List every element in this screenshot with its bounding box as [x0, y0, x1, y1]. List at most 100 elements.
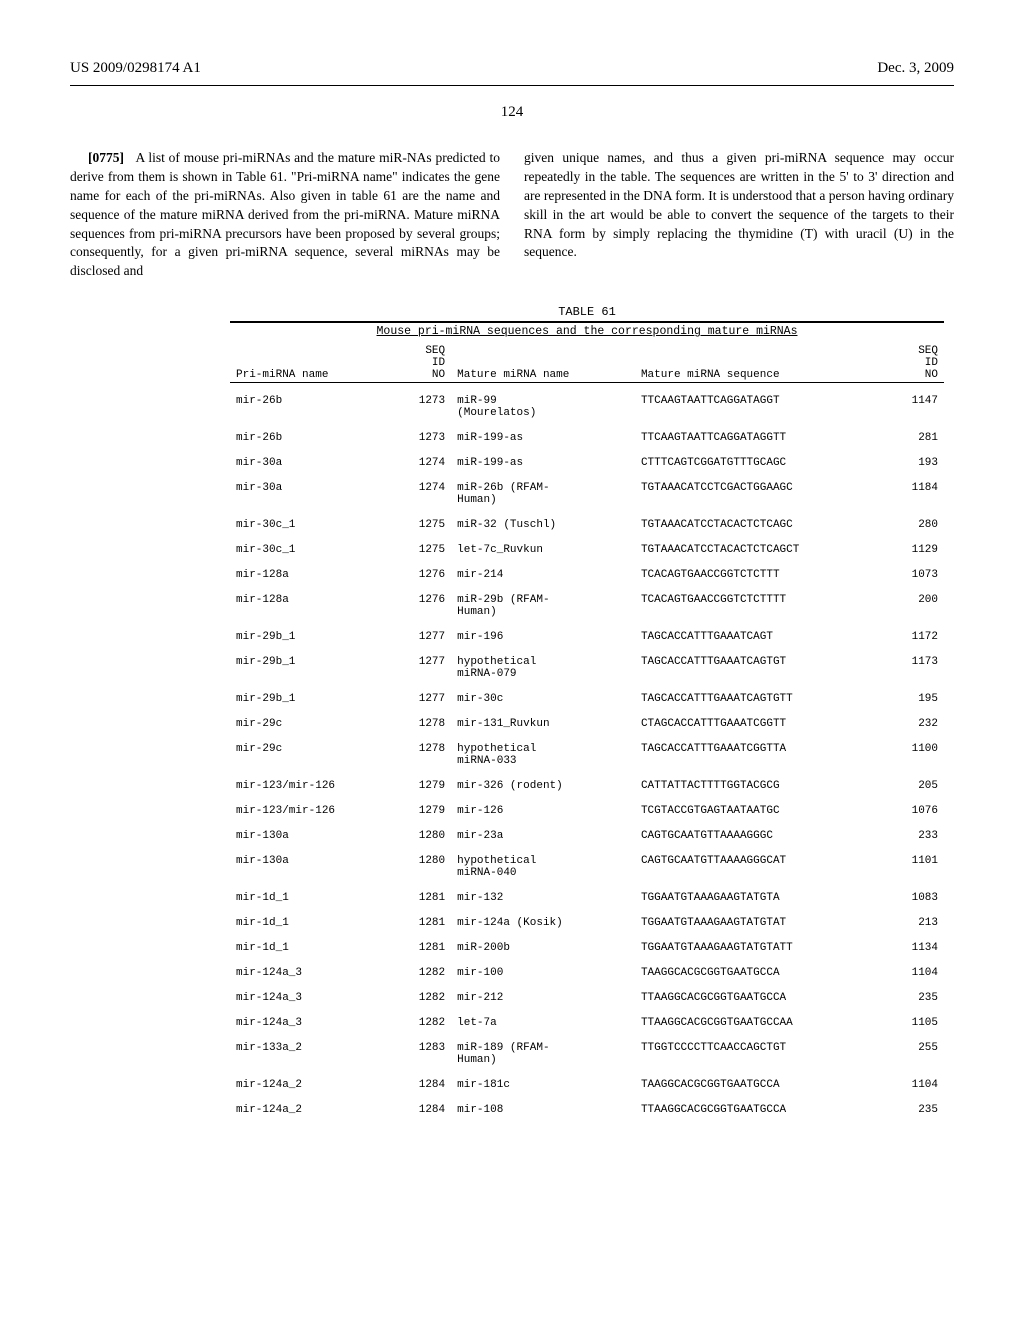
- cell-matseq: TGTAAACATCCTACACTCTCAGC: [635, 507, 887, 532]
- cell-matseq: TTCAAGTAATTCAGGATAGGTT: [635, 420, 887, 445]
- table-row: mir-124a_21284mir-108TTAAGGCACGCGGTGAATG…: [230, 1092, 944, 1117]
- cell-matseq: TAGCACCATTTGAAATCAGTGTT: [635, 681, 887, 706]
- cell-pri: mir-29b_1: [230, 619, 394, 644]
- cell-seq1: 1275: [394, 507, 451, 532]
- table-row: mir-124a_31282mir-100TAAGGCACGCGGTGAATGC…: [230, 955, 944, 980]
- cell-matseq: CTTTCAGTCGGATGTTTGCAGC: [635, 445, 887, 470]
- cell-pri: mir-130a: [230, 843, 394, 880]
- cell-seq2: 1083: [887, 880, 944, 905]
- cell-pri: mir-133a_2: [230, 1030, 394, 1067]
- cell-matseq: TTAAGGCACGCGGTGAATGCCA: [635, 1092, 887, 1117]
- cell-mature: mir-30c: [451, 681, 635, 706]
- cell-matseq: TTAAGGCACGCGGTGAATGCCAA: [635, 1005, 887, 1030]
- cell-pri: mir-124a_3: [230, 980, 394, 1005]
- cell-pri: mir-123/mir-126: [230, 768, 394, 793]
- col-header-matseq: Mature miRNA sequence: [635, 344, 887, 383]
- col-header-seq2: SEQ ID NO: [887, 344, 944, 383]
- cell-seq1: 1274: [394, 445, 451, 470]
- cell-mature: mir-196: [451, 619, 635, 644]
- cell-pri: mir-124a_3: [230, 1005, 394, 1030]
- cell-mature: miR-32 (Tuschl): [451, 507, 635, 532]
- cell-pri: mir-128a: [230, 557, 394, 582]
- cell-seq1: 1283: [394, 1030, 451, 1067]
- table-header-row: Pri-miRNA name SEQ ID NO Mature miRNA na…: [230, 344, 944, 383]
- cell-seq2: 233: [887, 818, 944, 843]
- cell-seq1: 1281: [394, 930, 451, 955]
- cell-mature: hypothetical miRNA-040: [451, 843, 635, 880]
- cell-mature: miR-99 (Mourelatos): [451, 383, 635, 421]
- cell-matseq: TAAGGCACGCGGTGAATGCCA: [635, 1067, 887, 1092]
- cell-mature: hypothetical miRNA-079: [451, 644, 635, 681]
- cell-seq1: 1276: [394, 557, 451, 582]
- cell-seq1: 1282: [394, 955, 451, 980]
- cell-seq1: 1278: [394, 731, 451, 768]
- paragraph-right-text: given unique names, and thus a given pri…: [524, 149, 954, 262]
- cell-seq2: 1147: [887, 383, 944, 421]
- cell-seq2: 1104: [887, 1067, 944, 1092]
- cell-pri: mir-30a: [230, 470, 394, 507]
- cell-pri: mir-1d_1: [230, 930, 394, 955]
- table-row: mir-1d_11281mir-124a (Kosik)TGGAATGTAAAG…: [230, 905, 944, 930]
- cell-pri: mir-124a_3: [230, 955, 394, 980]
- cell-seq1: 1275: [394, 532, 451, 557]
- table-row: mir-123/mir-1261279mir-326 (rodent)CATTA…: [230, 768, 944, 793]
- table-row: mir-124a_31282let-7aTTAAGGCACGCGGTGAATGC…: [230, 1005, 944, 1030]
- cell-seq2: 1104: [887, 955, 944, 980]
- cell-pri: mir-29c: [230, 731, 394, 768]
- cell-mature: mir-100: [451, 955, 635, 980]
- publication-date: Dec. 3, 2009: [877, 60, 954, 77]
- cell-seq1: 1274: [394, 470, 451, 507]
- cell-matseq: CATTATTACTTTTGGTACGCG: [635, 768, 887, 793]
- cell-seq2: 1073: [887, 557, 944, 582]
- cell-seq2: 1172: [887, 619, 944, 644]
- col-header-pri: Pri-miRNA name: [230, 344, 394, 383]
- cell-matseq: TAGCACCATTTGAAATCAGT: [635, 619, 887, 644]
- cell-matseq: TTGGTCCCCTTCAACCAGCTGT: [635, 1030, 887, 1067]
- cell-mature: mir-23a: [451, 818, 635, 843]
- cell-matseq: TGGAATGTAAAGAAGTATGTATT: [635, 930, 887, 955]
- cell-seq1: 1284: [394, 1067, 451, 1092]
- cell-matseq: TAGCACCATTTGAAATCAGTGT: [635, 644, 887, 681]
- cell-mature: mir-212: [451, 980, 635, 1005]
- table-61: TABLE 61 Mouse pri-miRNA sequences and t…: [230, 305, 944, 1117]
- cell-seq1: 1281: [394, 880, 451, 905]
- cell-pri: mir-124a_2: [230, 1092, 394, 1117]
- cell-pri: mir-29b_1: [230, 681, 394, 706]
- cell-pri: mir-1d_1: [230, 905, 394, 930]
- cell-pri: mir-29b_1: [230, 644, 394, 681]
- table-row: mir-30c_11275let-7c_RuvkunTGTAAACATCCTAC…: [230, 532, 944, 557]
- cell-pri: mir-29c: [230, 706, 394, 731]
- page-number: 124: [70, 104, 954, 121]
- cell-mature: miR-26b (RFAM- Human): [451, 470, 635, 507]
- right-column: given unique names, and thus a given pri…: [524, 149, 954, 281]
- paragraph-left-text: A list of mouse pri-miRNAs and the matur…: [70, 150, 500, 278]
- table-row: mir-26b1273miR-99 (Mourelatos)TTCAAGTAAT…: [230, 383, 944, 421]
- body-text-columns: [0775] A list of mouse pri-miRNAs and th…: [70, 149, 954, 281]
- cell-pri: mir-123/mir-126: [230, 793, 394, 818]
- table-row: mir-1d_11281mir-132TGGAATGTAAAGAAGTATGTA…: [230, 880, 944, 905]
- cell-seq2: 1100: [887, 731, 944, 768]
- cell-seq1: 1278: [394, 706, 451, 731]
- cell-pri: mir-1d_1: [230, 880, 394, 905]
- cell-pri: mir-130a: [230, 818, 394, 843]
- cell-seq1: 1277: [394, 681, 451, 706]
- cell-pri: mir-128a: [230, 582, 394, 619]
- cell-mature: mir-326 (rodent): [451, 768, 635, 793]
- page-header: US 2009/0298174 A1 Dec. 3, 2009: [70, 60, 954, 77]
- cell-mature: mir-108: [451, 1092, 635, 1117]
- table-row: mir-26b1273miR-199-asTTCAAGTAATTCAGGATAG…: [230, 420, 944, 445]
- table-row: mir-130a1280hypothetical miRNA-040CAGTGC…: [230, 843, 944, 880]
- cell-seq1: 1277: [394, 619, 451, 644]
- cell-matseq: TCACAGTGAACCGGTCTCTTTT: [635, 582, 887, 619]
- cell-matseq: TTCAAGTAATTCAGGATAGGT: [635, 383, 887, 421]
- cell-mature: mir-126: [451, 793, 635, 818]
- cell-seq2: 232: [887, 706, 944, 731]
- paragraph-0775: [0775] A list of mouse pri-miRNAs and th…: [70, 149, 500, 281]
- cell-seq1: 1280: [394, 843, 451, 880]
- cell-seq2: 1184: [887, 470, 944, 507]
- cell-mature: let-7c_Ruvkun: [451, 532, 635, 557]
- cell-seq1: 1280: [394, 818, 451, 843]
- cell-seq2: 281: [887, 420, 944, 445]
- cell-seq1: 1273: [394, 383, 451, 421]
- table-row: mir-1d_11281miR-200bTGGAATGTAAAGAAGTATGT…: [230, 930, 944, 955]
